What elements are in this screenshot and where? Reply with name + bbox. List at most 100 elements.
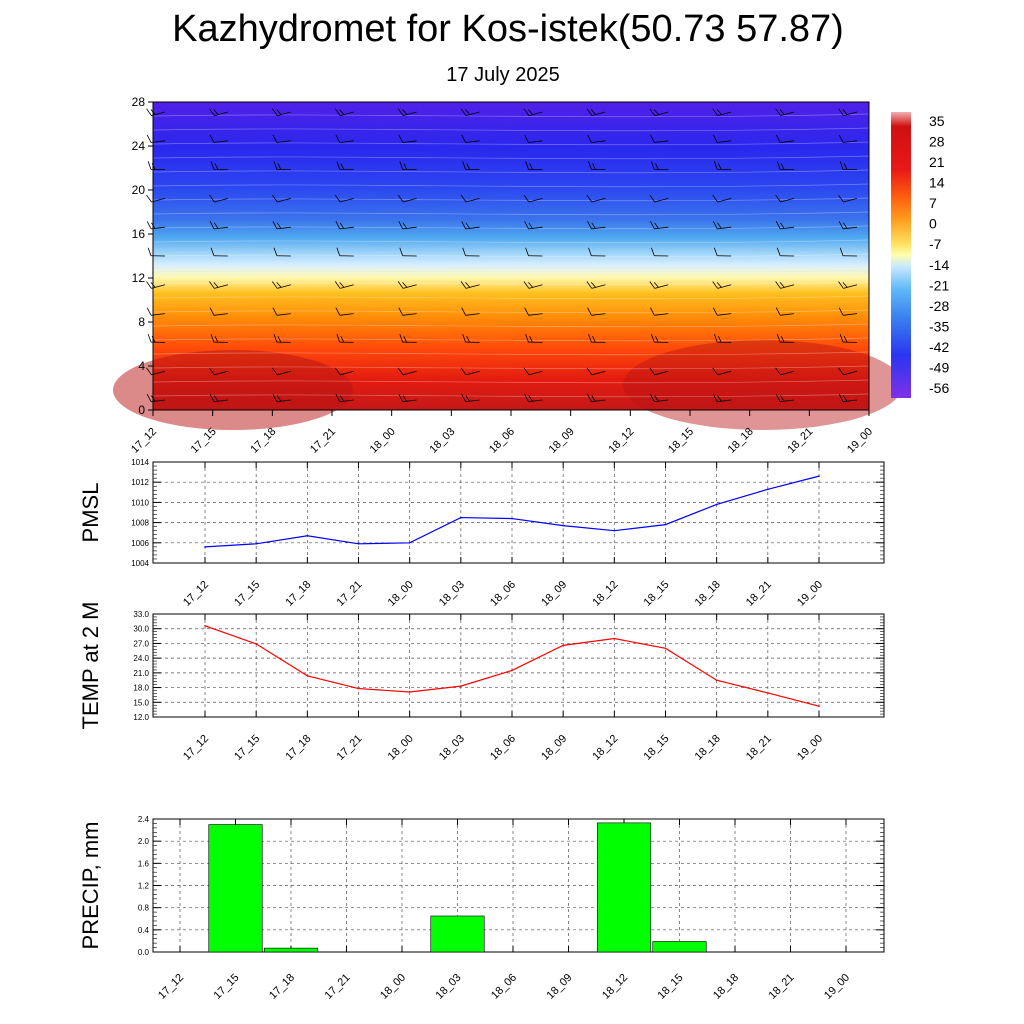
wind-barb: [335, 221, 354, 230]
wind-barb-flag: [839, 333, 844, 343]
wind-barb-shaft: [591, 370, 606, 376]
chart-title: Kazhydromet for Kos-istek(50.73 57.87): [172, 8, 844, 50]
pmsl-point: [357, 543, 360, 545]
wind-barb: [461, 393, 480, 403]
wind-barb-flag: [403, 163, 407, 170]
x-tick-label: 18_18: [693, 579, 723, 609]
wind-barb-flag: [524, 134, 529, 143]
wind-barb-flag: [147, 333, 152, 343]
colorbar-label: -56: [929, 380, 949, 396]
y-tick-label: 33.0: [133, 610, 149, 619]
wind-barb-shaft: [465, 226, 480, 230]
chart-subtitle: 17 July 2025: [446, 64, 560, 86]
wind-barb-flag: [780, 163, 785, 170]
wind-barb-shaft: [528, 313, 543, 316]
wind-barb: [525, 161, 543, 170]
wind-barb: [335, 393, 354, 403]
x-tick-label: 17_21: [335, 733, 365, 763]
wind-barb-flag: [397, 367, 404, 376]
x-tick-label: 18_12: [606, 426, 636, 456]
wind-barb-flag: [775, 134, 781, 143]
wind-barb-flag: [398, 393, 404, 402]
wind-barb-flag: [334, 367, 341, 376]
pmsl-point: [613, 529, 616, 532]
contour-line: [152, 295, 870, 300]
wind-barb-shaft: [151, 198, 166, 203]
wind-barb: [460, 108, 480, 117]
pmsl-point: [818, 475, 820, 477]
wind-barb: [649, 194, 669, 203]
x-tick-label: 17_18: [267, 972, 297, 1002]
temp-point: [460, 685, 462, 687]
x-tick-label: 17_12: [181, 579, 211, 609]
wind-barb-flag: [210, 161, 215, 170]
wind-barb-flag: [587, 221, 592, 230]
wind-barb-shaft: [465, 198, 480, 203]
wind-barb-flag: [460, 281, 467, 289]
y-tick-label: 4: [138, 359, 145, 373]
wind-barb-flag: [465, 282, 471, 288]
heatmap-panel: 0 4 8 12 16 20 24 28 17_12 17_15 17_18 17_21 18_00 18…: [113, 95, 949, 456]
colorbar-label: -7: [929, 236, 942, 252]
wind-barb: [334, 108, 354, 117]
wind-barb-flag: [653, 109, 659, 115]
wind-barb-shaft: [214, 111, 229, 117]
wind-barb: [460, 281, 480, 289]
wind-barb: [712, 281, 732, 289]
wind-barb: [399, 161, 417, 170]
y-tick-label: 27.0: [133, 639, 149, 648]
wind-barb-flag: [460, 367, 467, 376]
wind-barb-flag: [209, 108, 215, 116]
wind-barb-flag: [209, 194, 215, 203]
wind-barb-flag: [272, 108, 278, 116]
wind-barb-shaft: [465, 370, 480, 376]
temp-point: [767, 692, 769, 694]
wind-barb: [273, 333, 291, 343]
colorbar-label: -49: [929, 359, 949, 375]
wind-barb: [273, 161, 291, 170]
wind-barb-shaft: [528, 284, 543, 289]
y-tick-label: 24.0: [133, 654, 149, 663]
wind-barb-flag: [650, 307, 655, 316]
wind-barb-flag: [525, 247, 529, 256]
y-tick-label: 28: [132, 95, 146, 109]
wind-barb-flag: [273, 247, 278, 256]
wind-barb-shaft: [340, 111, 354, 117]
wind-barb-flag: [650, 393, 655, 402]
wind-barb-flag: [272, 367, 278, 376]
x-tick-label: 18_12: [590, 579, 620, 609]
wind-barb-shaft: [151, 370, 166, 376]
wind-barb: [712, 194, 732, 203]
wind-barb-shaft: [717, 140, 732, 143]
wind-barb: [210, 247, 228, 257]
x-tick-label: 18_21: [767, 972, 797, 1002]
y-tick-label: 1010: [131, 498, 149, 507]
y-tick-label: 0.8: [138, 904, 150, 913]
wind-barb: [334, 367, 354, 376]
wind-barb-flag: [272, 307, 278, 316]
wind-barb-flag: [523, 108, 530, 116]
wind-barb-flag: [712, 108, 718, 116]
wind-barb-flag: [591, 395, 596, 402]
wind-barb: [335, 307, 354, 316]
x-tick-label: 18_00: [386, 733, 416, 763]
wind-barb-shaft: [213, 226, 228, 230]
wind-barb-shaft: [654, 140, 669, 143]
wind-barb: [713, 161, 732, 170]
wind-barb-shaft: [780, 399, 795, 403]
wind-barb-shaft: [843, 370, 858, 376]
wind-barb: [524, 307, 543, 316]
wind-barb-flag: [712, 194, 718, 203]
wind-barb: [210, 161, 228, 170]
wind-barb: [210, 333, 228, 343]
wind-barb: [461, 221, 480, 230]
wind-barb-flag: [146, 134, 152, 143]
wind-barb: [398, 221, 417, 230]
wind-barb-shaft: [654, 226, 669, 230]
wind-barb: [838, 307, 858, 316]
x-tick-label: 18_00: [368, 426, 398, 456]
precip-bar: [263, 947, 319, 953]
wind-barb: [775, 281, 795, 289]
wind-barb-shaft: [717, 399, 732, 403]
